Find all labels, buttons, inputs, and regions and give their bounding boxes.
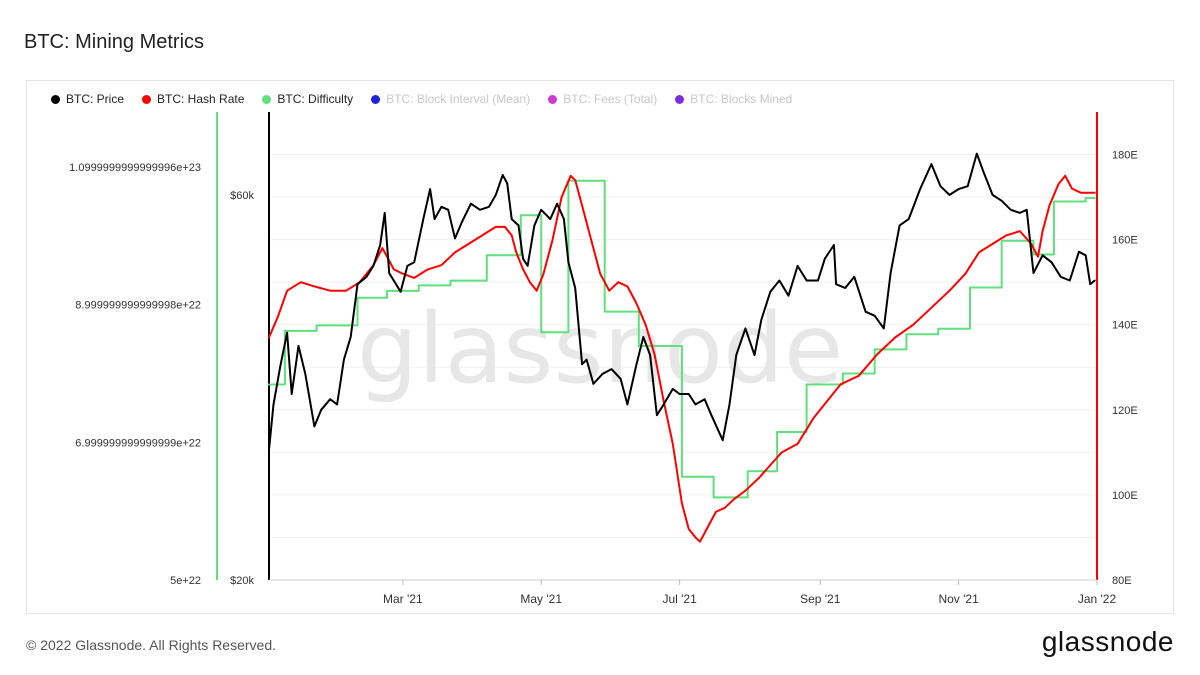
legend-dot-fees xyxy=(548,94,558,104)
hashrate-line xyxy=(268,174,1096,543)
legend-item-blocks-mined[interactable]: BTC: Blocks Mined xyxy=(675,92,792,106)
price-line xyxy=(268,152,1096,451)
chart-frame xyxy=(26,80,1174,614)
grid-layer xyxy=(269,154,1097,581)
hashrate-tick-label: 160E xyxy=(1112,235,1138,247)
difficulty-tick-label: 6.999999999999999e+22 xyxy=(75,437,201,449)
legend-dot-hash-rate xyxy=(142,94,152,104)
series-layer xyxy=(268,152,1096,543)
chart-legend: BTC: Price BTC: Hash Rate BTC: Difficult… xyxy=(51,92,810,106)
difficulty-line xyxy=(268,179,1096,499)
legend-dot-block-interval xyxy=(371,94,381,104)
x-tick-label: Sep '21 xyxy=(800,592,841,606)
footer-copyright: © 2022 Glassnode. All Rights Reserved. xyxy=(26,637,277,653)
price-tick-label: $20k xyxy=(230,575,254,587)
legend-dot-blocks-mined xyxy=(675,94,685,104)
price-tick-label: $60k xyxy=(230,190,254,202)
legend-dot-price xyxy=(51,94,60,104)
x-tick-label: Jul '21 xyxy=(662,592,697,606)
legend-label-hash-rate: BTC: Hash Rate xyxy=(157,92,245,106)
legend-label-blocks-mined: BTC: Blocks Mined xyxy=(690,92,793,106)
legend-dot-difficulty xyxy=(262,94,272,104)
legend-label-difficulty: BTC: Difficulty xyxy=(277,92,354,106)
difficulty-tick-label: 5e+22 xyxy=(170,575,201,587)
x-tick-label: Jan '22 xyxy=(1078,592,1117,606)
x-tick-label: Mar '21 xyxy=(383,592,423,606)
difficulty-tick-label: 1.0999999999999996e+23 xyxy=(69,162,201,174)
legend-item-block-interval[interactable]: BTC: Block Interval (Mean) xyxy=(371,92,530,106)
glassnode-logo: glassnode xyxy=(1041,626,1174,657)
legend-item-price[interactable]: BTC: Price xyxy=(51,92,124,106)
legend-label-fees: BTC: Fees (Total) xyxy=(563,92,658,106)
difficulty-tick-label: 8.999999999999998e+22 xyxy=(75,300,201,312)
x-tick-label: May '21 xyxy=(520,592,562,606)
legend-item-fees[interactable]: BTC: Fees (Total) xyxy=(548,92,657,106)
legend-label-block-interval: BTC: Block Interval (Mean) xyxy=(386,92,531,106)
watermark-text: glassnode xyxy=(357,293,843,405)
x-tick-label: Nov '21 xyxy=(938,592,979,606)
hashrate-tick-label: 100E xyxy=(1112,490,1138,502)
page-title: BTC: Mining Metrics xyxy=(24,31,205,53)
axis-layer: 5e+22 6.999999999999999e+22 8.999999999999… xyxy=(69,112,1138,606)
legend-label-price: BTC: Price xyxy=(66,92,125,106)
legend-item-difficulty[interactable]: BTC: Difficulty xyxy=(262,92,353,106)
hashrate-tick-label: 80E xyxy=(1112,575,1132,587)
legend-item-hash-rate[interactable]: BTC: Hash Rate xyxy=(142,92,244,106)
hashrate-tick-label: 120E xyxy=(1112,405,1138,417)
hashrate-tick-label: 180E xyxy=(1112,150,1138,162)
hashrate-tick-label: 140E xyxy=(1112,320,1138,332)
